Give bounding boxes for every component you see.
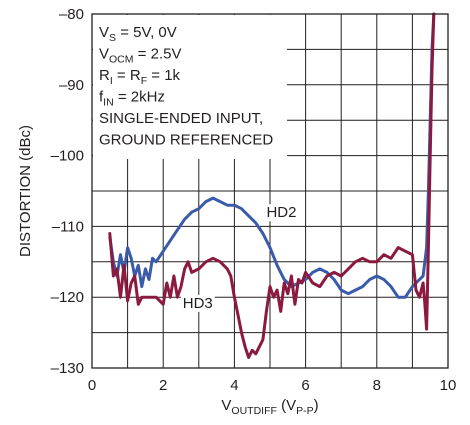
annotation-line: RI = RF = 1k [99,67,181,87]
x-tick-label: 6 [301,377,309,394]
annotation-line: VS = 5V, 0V [99,24,177,44]
series-labels: HD2 HD3 [180,204,299,312]
series-label-background [180,294,215,312]
y-tick-label: –80 [59,6,84,23]
y-tick-label: –120 [51,289,84,306]
series-label-hd2: HD2 [266,204,296,221]
annotation-line: SINGLE-ENDED INPUT, [99,110,263,127]
annotation-line: GROUND REFERENCED [99,132,273,149]
annotation-line: VOCM = 2.5V [99,46,181,66]
annotation-line: fIN = 2kHz [99,89,165,109]
x-tick-label: 0 [88,377,96,394]
y-tick-label: –100 [51,148,84,165]
series-label-hd3: HD3 [183,295,213,312]
y-tick-label: –130 [51,360,84,377]
x-tick-label: 8 [373,377,381,394]
series-line-hd3 [108,12,436,359]
y-axis-title: DISTORTION (dBc) [17,125,34,257]
plot-lines [108,12,436,359]
tick-labels: 0 2 4 6 8 10 –130 –120 –110 –100 –90 –80 [51,6,457,394]
x-tick-label: 4 [230,377,238,394]
plot-frame [91,13,449,369]
x-axis-title: VOUTDIFF (VP-P) [221,397,318,417]
x-tick-label: 2 [159,377,167,394]
series-line-hd2 [108,12,436,299]
series-label-background [264,204,299,222]
y-tick-label: –110 [52,218,84,235]
x-tick-label: 10 [440,377,457,394]
y-tick-label: –90 [59,77,84,94]
annotation-background [93,15,287,159]
